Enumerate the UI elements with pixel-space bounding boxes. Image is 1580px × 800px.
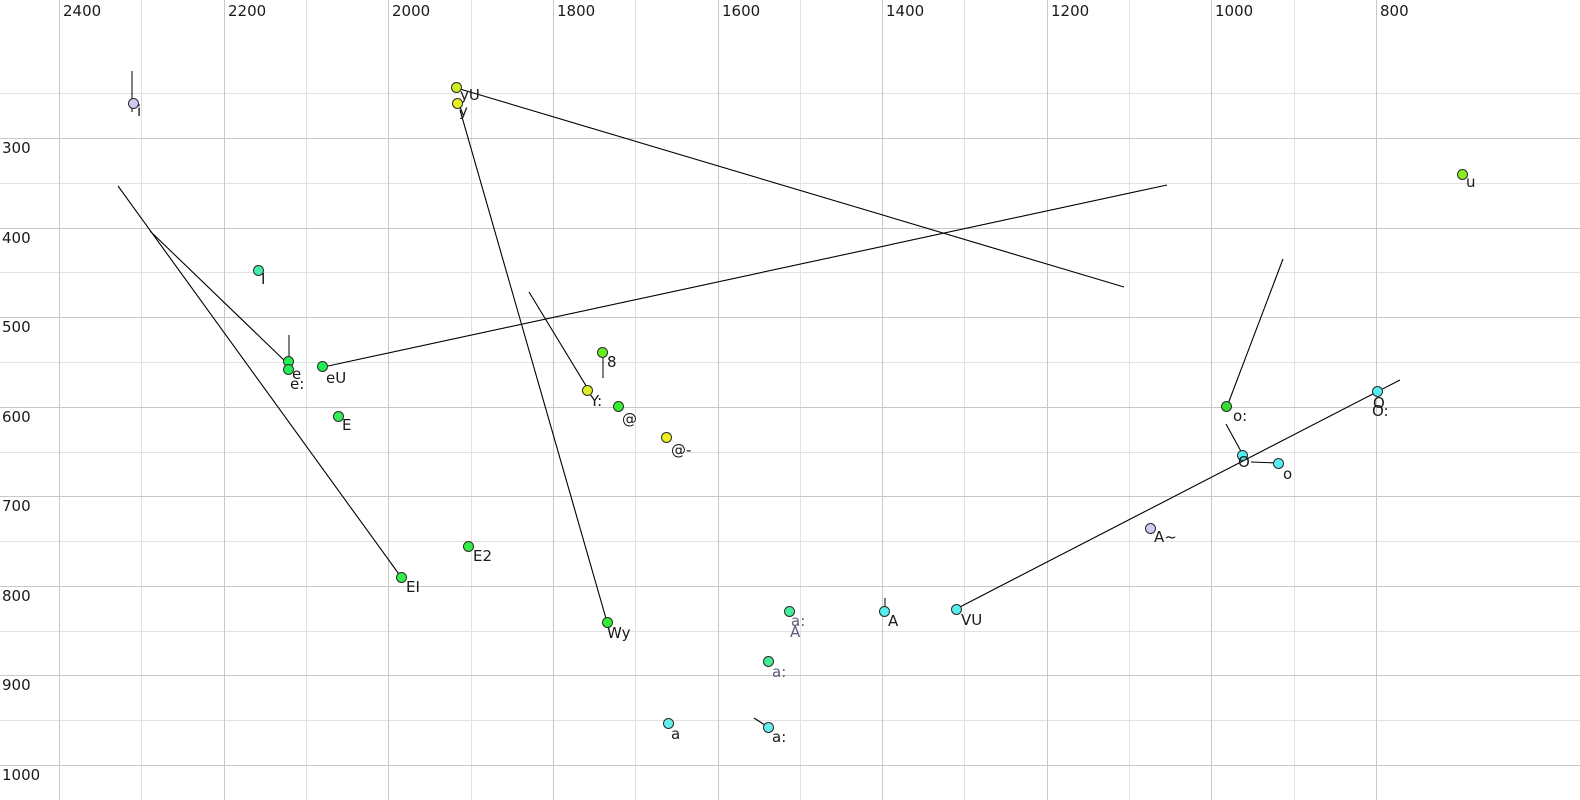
- data-point-marker[interactable]: [396, 572, 407, 583]
- y-tick-label: 1000: [2, 766, 41, 784]
- x-tick-label: 1600: [722, 2, 761, 20]
- data-point-label: e:: [290, 375, 305, 393]
- data-point-label: eU: [326, 369, 347, 387]
- data-point-marker[interactable]: [1372, 386, 1383, 397]
- y-tick-label: 400: [2, 229, 31, 247]
- data-point-label: VU: [961, 611, 983, 629]
- o-lower-trajectory: [1225, 423, 1244, 456]
- x-tick-label: 1400: [886, 2, 925, 20]
- data-point-marker[interactable]: [1457, 169, 1468, 180]
- data-point-marker[interactable]: [582, 385, 593, 396]
- y-tick-label: 300: [2, 139, 31, 157]
- x-tick-label: 1000: [1215, 2, 1254, 20]
- data-point-label: a:: [772, 663, 787, 681]
- data-point-label: Y:: [590, 392, 603, 410]
- data-point-marker[interactable]: [879, 606, 890, 617]
- trajectory-lines: [117, 71, 1401, 728]
- data-point-label: i: [137, 102, 142, 120]
- data-point-marker[interactable]: [317, 361, 328, 372]
- VU-O-trajectory: [955, 379, 1401, 610]
- data-point-marker[interactable]: [451, 82, 462, 93]
- data-point-label: Wy: [607, 624, 631, 642]
- y-tick-label: 600: [2, 408, 31, 426]
- x-tick-label: 2400: [63, 2, 102, 20]
- x-tick-label: 800: [1380, 2, 1409, 20]
- data-point-marker[interactable]: [597, 347, 608, 358]
- data-point-label: @: [622, 410, 637, 428]
- data-point-label: o: [1283, 465, 1293, 483]
- data-point-marker[interactable]: [452, 98, 463, 109]
- data-point-marker[interactable]: [253, 265, 264, 276]
- upper-left-trajectory-b: [149, 230, 289, 365]
- data-point-marker[interactable]: [463, 541, 474, 552]
- data-point-marker[interactable]: [613, 401, 624, 412]
- eU-trajectory: [327, 184, 1168, 367]
- x-tick-label: 1800: [557, 2, 596, 20]
- data-point-marker[interactable]: [784, 606, 795, 617]
- y-tick-label: 900: [2, 676, 31, 694]
- data-point-label: A: [790, 623, 801, 641]
- data-point-label: @-: [671, 441, 692, 459]
- data-point-label: a:: [772, 728, 787, 746]
- data-point-label: e: [292, 365, 302, 383]
- data-point-label: E2: [473, 547, 493, 565]
- y-downward-trajectory: [459, 109, 608, 623]
- upper-left-trajectory-a: [117, 185, 402, 578]
- data-point-label: O: [1238, 453, 1250, 471]
- y-tick-label: 500: [2, 318, 31, 336]
- data-point-label: a: [671, 725, 681, 743]
- data-point-label: u: [1466, 173, 1476, 191]
- o-upper-trajectory: [1227, 258, 1284, 405]
- yU-trajectory: [459, 88, 1125, 288]
- x-tick-label: 2200: [228, 2, 267, 20]
- y-tick-label: 800: [2, 587, 31, 605]
- data-point-label: o:: [1233, 407, 1248, 425]
- data-point-label: 8: [607, 353, 617, 371]
- data-point-marker[interactable]: [763, 656, 774, 667]
- x-tick-label: 2000: [392, 2, 431, 20]
- data-point-marker[interactable]: [763, 722, 774, 733]
- data-point-label: a:: [791, 612, 806, 630]
- Y-trajectory: [528, 291, 589, 390]
- data-point-marker[interactable]: [1221, 401, 1232, 412]
- data-point-label: y: [459, 102, 468, 120]
- data-point-marker[interactable]: [663, 718, 674, 729]
- data-point-label: O: [1373, 394, 1385, 412]
- data-point-label: I: [261, 270, 266, 288]
- data-point-label: E: [342, 416, 352, 434]
- data-point-marker[interactable]: [661, 432, 672, 443]
- data-point-marker[interactable]: [1145, 523, 1156, 534]
- data-point-marker[interactable]: [333, 411, 344, 422]
- data-point-marker[interactable]: [283, 364, 294, 375]
- data-point-marker[interactable]: [602, 617, 613, 628]
- data-point-marker[interactable]: [1273, 458, 1284, 469]
- data-point-marker[interactable]: [951, 604, 962, 615]
- data-point-marker[interactable]: [128, 98, 139, 109]
- data-point-label: O:: [1372, 402, 1389, 420]
- data-point-label: yU: [460, 86, 480, 104]
- data-point-label: A~: [1154, 528, 1177, 546]
- data-point-label: A: [888, 612, 899, 630]
- y-tick-label: 700: [2, 497, 31, 515]
- x-tick-label: 1200: [1051, 2, 1090, 20]
- data-point-label: EI: [406, 578, 420, 596]
- data-point-marker[interactable]: [1237, 450, 1248, 461]
